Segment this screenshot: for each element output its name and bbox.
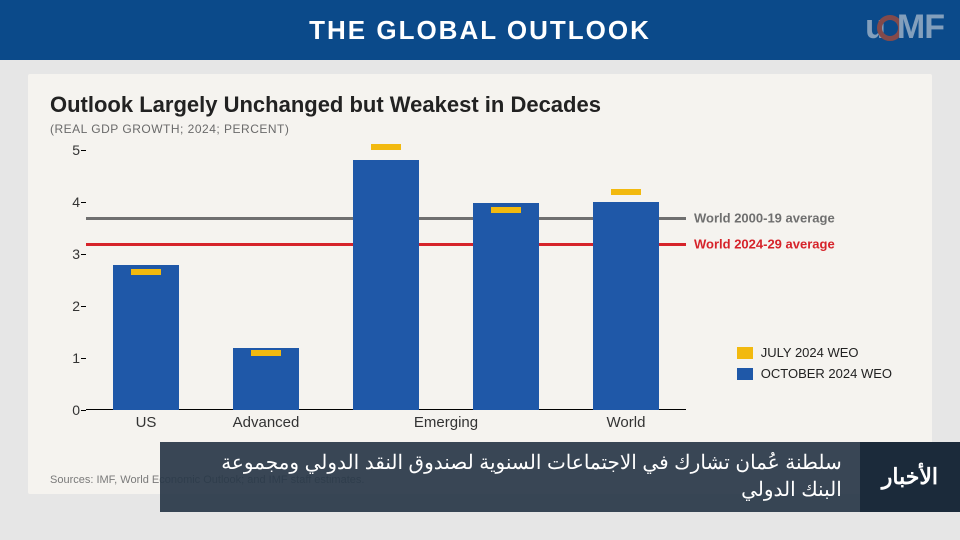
x-category-label: US xyxy=(136,414,157,431)
y-tick-mark xyxy=(81,202,86,203)
news-lower-third: الأخبار سلطنة عُمان تشارك في الاجتماعات … xyxy=(160,442,960,512)
bar-october xyxy=(593,202,659,410)
marker-july xyxy=(131,269,161,275)
y-tick-label: 4 xyxy=(58,194,80,210)
legend-label-october: OCTOBER 2024 WEO xyxy=(761,366,892,381)
chart-panel: Outlook Largely Unchanged but Weakest in… xyxy=(28,74,932,494)
y-tick-label: 0 xyxy=(58,402,80,418)
reference-line-label: World 2024-29 average xyxy=(694,236,835,251)
screen-root: THE GLOBAL OUTLOOK uMF Outlook Largely U… xyxy=(0,0,960,540)
header-title: THE GLOBAL OUTLOOK xyxy=(309,15,651,46)
header-bar: THE GLOBAL OUTLOOK uMF xyxy=(0,0,960,60)
reference-line-label: World 2000-19 average xyxy=(694,210,835,225)
marker-july xyxy=(611,189,641,195)
bar-october xyxy=(473,203,539,410)
y-tick-mark xyxy=(81,254,86,255)
logo-glyph-f: F xyxy=(924,8,944,46)
legend-row-october: OCTOBER 2024 WEO xyxy=(737,366,892,381)
marker-july xyxy=(371,144,401,150)
bar-october xyxy=(353,160,419,410)
y-tick-label: 3 xyxy=(58,246,80,262)
logo-glyph-m: M xyxy=(897,8,924,46)
bar-october xyxy=(113,265,179,410)
bar-october xyxy=(233,348,299,410)
y-tick-label: 2 xyxy=(58,298,80,314)
plot-region: 012345World 2000-19 averageWorld 2024-29… xyxy=(86,150,686,410)
news-headline: سلطنة عُمان تشارك في الاجتماعات السنوية … xyxy=(160,442,860,512)
y-tick-mark xyxy=(81,410,86,411)
chart-subtitle: (REAL GDP GROWTH; 2024; PERCENT) xyxy=(50,122,910,136)
marker-july xyxy=(251,350,281,356)
chart-area: 012345World 2000-19 averageWorld 2024-29… xyxy=(86,150,686,440)
y-tick-mark xyxy=(81,150,86,151)
legend: JULY 2024 WEO OCTOBER 2024 WEO xyxy=(737,339,892,387)
marker-july xyxy=(491,207,521,213)
legend-label-july: JULY 2024 WEO xyxy=(761,345,859,360)
legend-row-july: JULY 2024 WEO xyxy=(737,345,892,360)
x-category-label: Advanced xyxy=(233,414,300,431)
legend-swatch-july xyxy=(737,347,753,359)
legend-swatch-october xyxy=(737,368,753,380)
y-tick-mark xyxy=(81,306,86,307)
y-tick-label: 5 xyxy=(58,142,80,158)
y-tick-label: 1 xyxy=(58,350,80,366)
news-tag: الأخبار xyxy=(860,442,960,512)
broadcaster-logo: uMF xyxy=(865,8,944,47)
y-tick-mark xyxy=(81,358,86,359)
x-category-label: World xyxy=(607,414,646,431)
x-category-label: Emerging xyxy=(414,414,478,431)
chart-title: Outlook Largely Unchanged but Weakest in… xyxy=(50,92,910,118)
